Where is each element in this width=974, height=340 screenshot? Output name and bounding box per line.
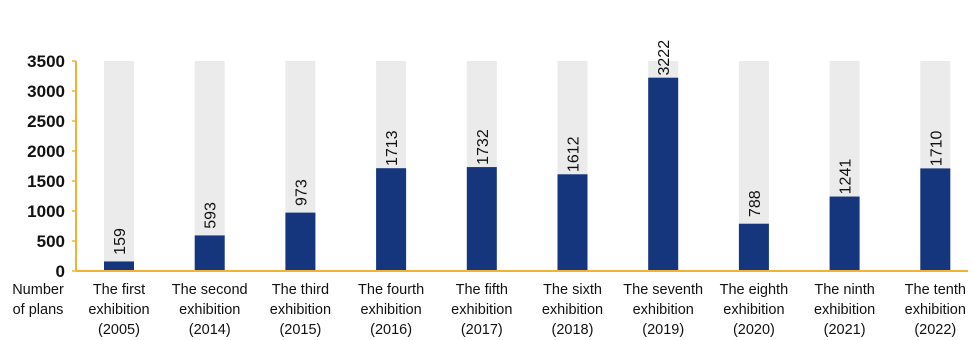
x-category-label-line: The tenth bbox=[905, 282, 966, 298]
background-bar bbox=[104, 61, 134, 271]
y-tick-label: 1500 bbox=[27, 172, 65, 191]
x-category-label: The second exhibition (2014) bbox=[172, 282, 248, 338]
x-category-label: The first exhibition (2005) bbox=[88, 282, 149, 338]
x-category-label-line: (2020) bbox=[733, 322, 775, 338]
y-tick-label: 500 bbox=[37, 232, 65, 251]
x-category-label-line: exhibition bbox=[451, 302, 512, 318]
x-category-label-line: (2015) bbox=[279, 322, 321, 338]
data-labels: 159 593 973 1713 1732 1612 3222 788 1241 1710 bbox=[112, 40, 945, 255]
data-label: 1713 bbox=[384, 130, 401, 166]
x-category-label: The third exhibition (2015) bbox=[270, 282, 331, 338]
data-label: 159 bbox=[112, 228, 129, 255]
x-category-label-line: The ninth bbox=[814, 282, 874, 298]
bar bbox=[285, 212, 316, 271]
x-category-label: The tenth exhibition (2022) bbox=[905, 282, 966, 338]
data-label: 593 bbox=[203, 202, 220, 229]
y-axis-unit-label: Number of plans bbox=[12, 282, 64, 318]
y-tick-label: 2500 bbox=[27, 112, 65, 131]
y-tick-label: 2000 bbox=[27, 142, 65, 161]
x-category-label-line: (2022) bbox=[914, 322, 956, 338]
x-category-label-line: The fourth bbox=[358, 282, 424, 298]
x-category-label-line: (2017) bbox=[461, 322, 503, 338]
bar bbox=[104, 261, 134, 271]
x-category-label: The ninth exhibition (2021) bbox=[814, 282, 875, 338]
bar bbox=[376, 168, 407, 271]
x-category-label-line: exhibition bbox=[270, 302, 331, 318]
y-tick-label: 3000 bbox=[27, 82, 65, 101]
data-label: 1732 bbox=[475, 129, 492, 165]
x-category-label-line: exhibition bbox=[633, 302, 694, 318]
data-label: 3222 bbox=[656, 40, 673, 76]
data-bars bbox=[104, 77, 951, 272]
x-category-label-line: The fifth bbox=[456, 282, 508, 298]
data-label: 1241 bbox=[838, 159, 855, 195]
x-category-label: The fourth exhibition (2016) bbox=[358, 282, 424, 338]
data-label: 788 bbox=[747, 190, 764, 217]
y-axis-label: Number of plans bbox=[12, 282, 64, 318]
x-category-label-line: (2021) bbox=[824, 322, 866, 338]
y-tick-label: 3500 bbox=[27, 52, 65, 71]
bar bbox=[194, 235, 225, 271]
x-category-label-line: exhibition bbox=[88, 302, 149, 318]
x-category-label: The sixth exhibition (2018) bbox=[542, 282, 603, 338]
x-category-label-line: The sixth bbox=[543, 282, 602, 298]
data-label: 1710 bbox=[928, 131, 945, 167]
x-category-label-line: (2018) bbox=[552, 322, 594, 338]
bar bbox=[648, 77, 679, 272]
bar bbox=[829, 196, 860, 271]
x-category-label-line: exhibition bbox=[542, 302, 603, 318]
x-category-label: The fifth exhibition (2017) bbox=[451, 282, 512, 338]
x-category-label-line: The first bbox=[93, 282, 145, 298]
y-axis-label-line: Number bbox=[12, 282, 64, 298]
x-category-label-line: The seventh bbox=[623, 282, 703, 298]
bar bbox=[466, 167, 497, 271]
x-category-label-line: (2014) bbox=[189, 322, 231, 338]
y-tick-label: 1000 bbox=[27, 202, 65, 221]
x-category-label-line: (2016) bbox=[370, 322, 412, 338]
bar bbox=[557, 174, 588, 271]
x-category-label-line: (2005) bbox=[98, 322, 140, 338]
x-category-label-line: exhibition bbox=[905, 302, 966, 318]
x-category-label: The eighth exhibition (2020) bbox=[720, 282, 789, 338]
x-category-label-line: The third bbox=[272, 282, 329, 298]
x-category-label-line: (2019) bbox=[642, 322, 684, 338]
x-category-label-line: exhibition bbox=[814, 302, 875, 318]
x-category-label-line: The second bbox=[172, 282, 248, 298]
x-category-label-line: exhibition bbox=[723, 302, 784, 318]
y-axis: 0 500 1000 1500 2000 2500 3000 3500 bbox=[27, 52, 77, 281]
data-label: 973 bbox=[293, 179, 310, 206]
bar bbox=[738, 223, 769, 271]
x-category-label-line: The eighth bbox=[720, 282, 789, 298]
y-axis-label-line: of plans bbox=[13, 302, 64, 318]
x-category-label-line: exhibition bbox=[179, 302, 240, 318]
x-axis-labels: The first exhibition (2005) The second exhib… bbox=[88, 282, 966, 338]
x-category-label-line: exhibition bbox=[360, 302, 421, 318]
x-category-label: The seventh exhibition (2019) bbox=[623, 282, 703, 338]
y-tick-label: 0 bbox=[56, 262, 65, 281]
background-bars bbox=[104, 61, 951, 271]
bar bbox=[920, 168, 951, 271]
data-label: 1612 bbox=[566, 136, 583, 172]
